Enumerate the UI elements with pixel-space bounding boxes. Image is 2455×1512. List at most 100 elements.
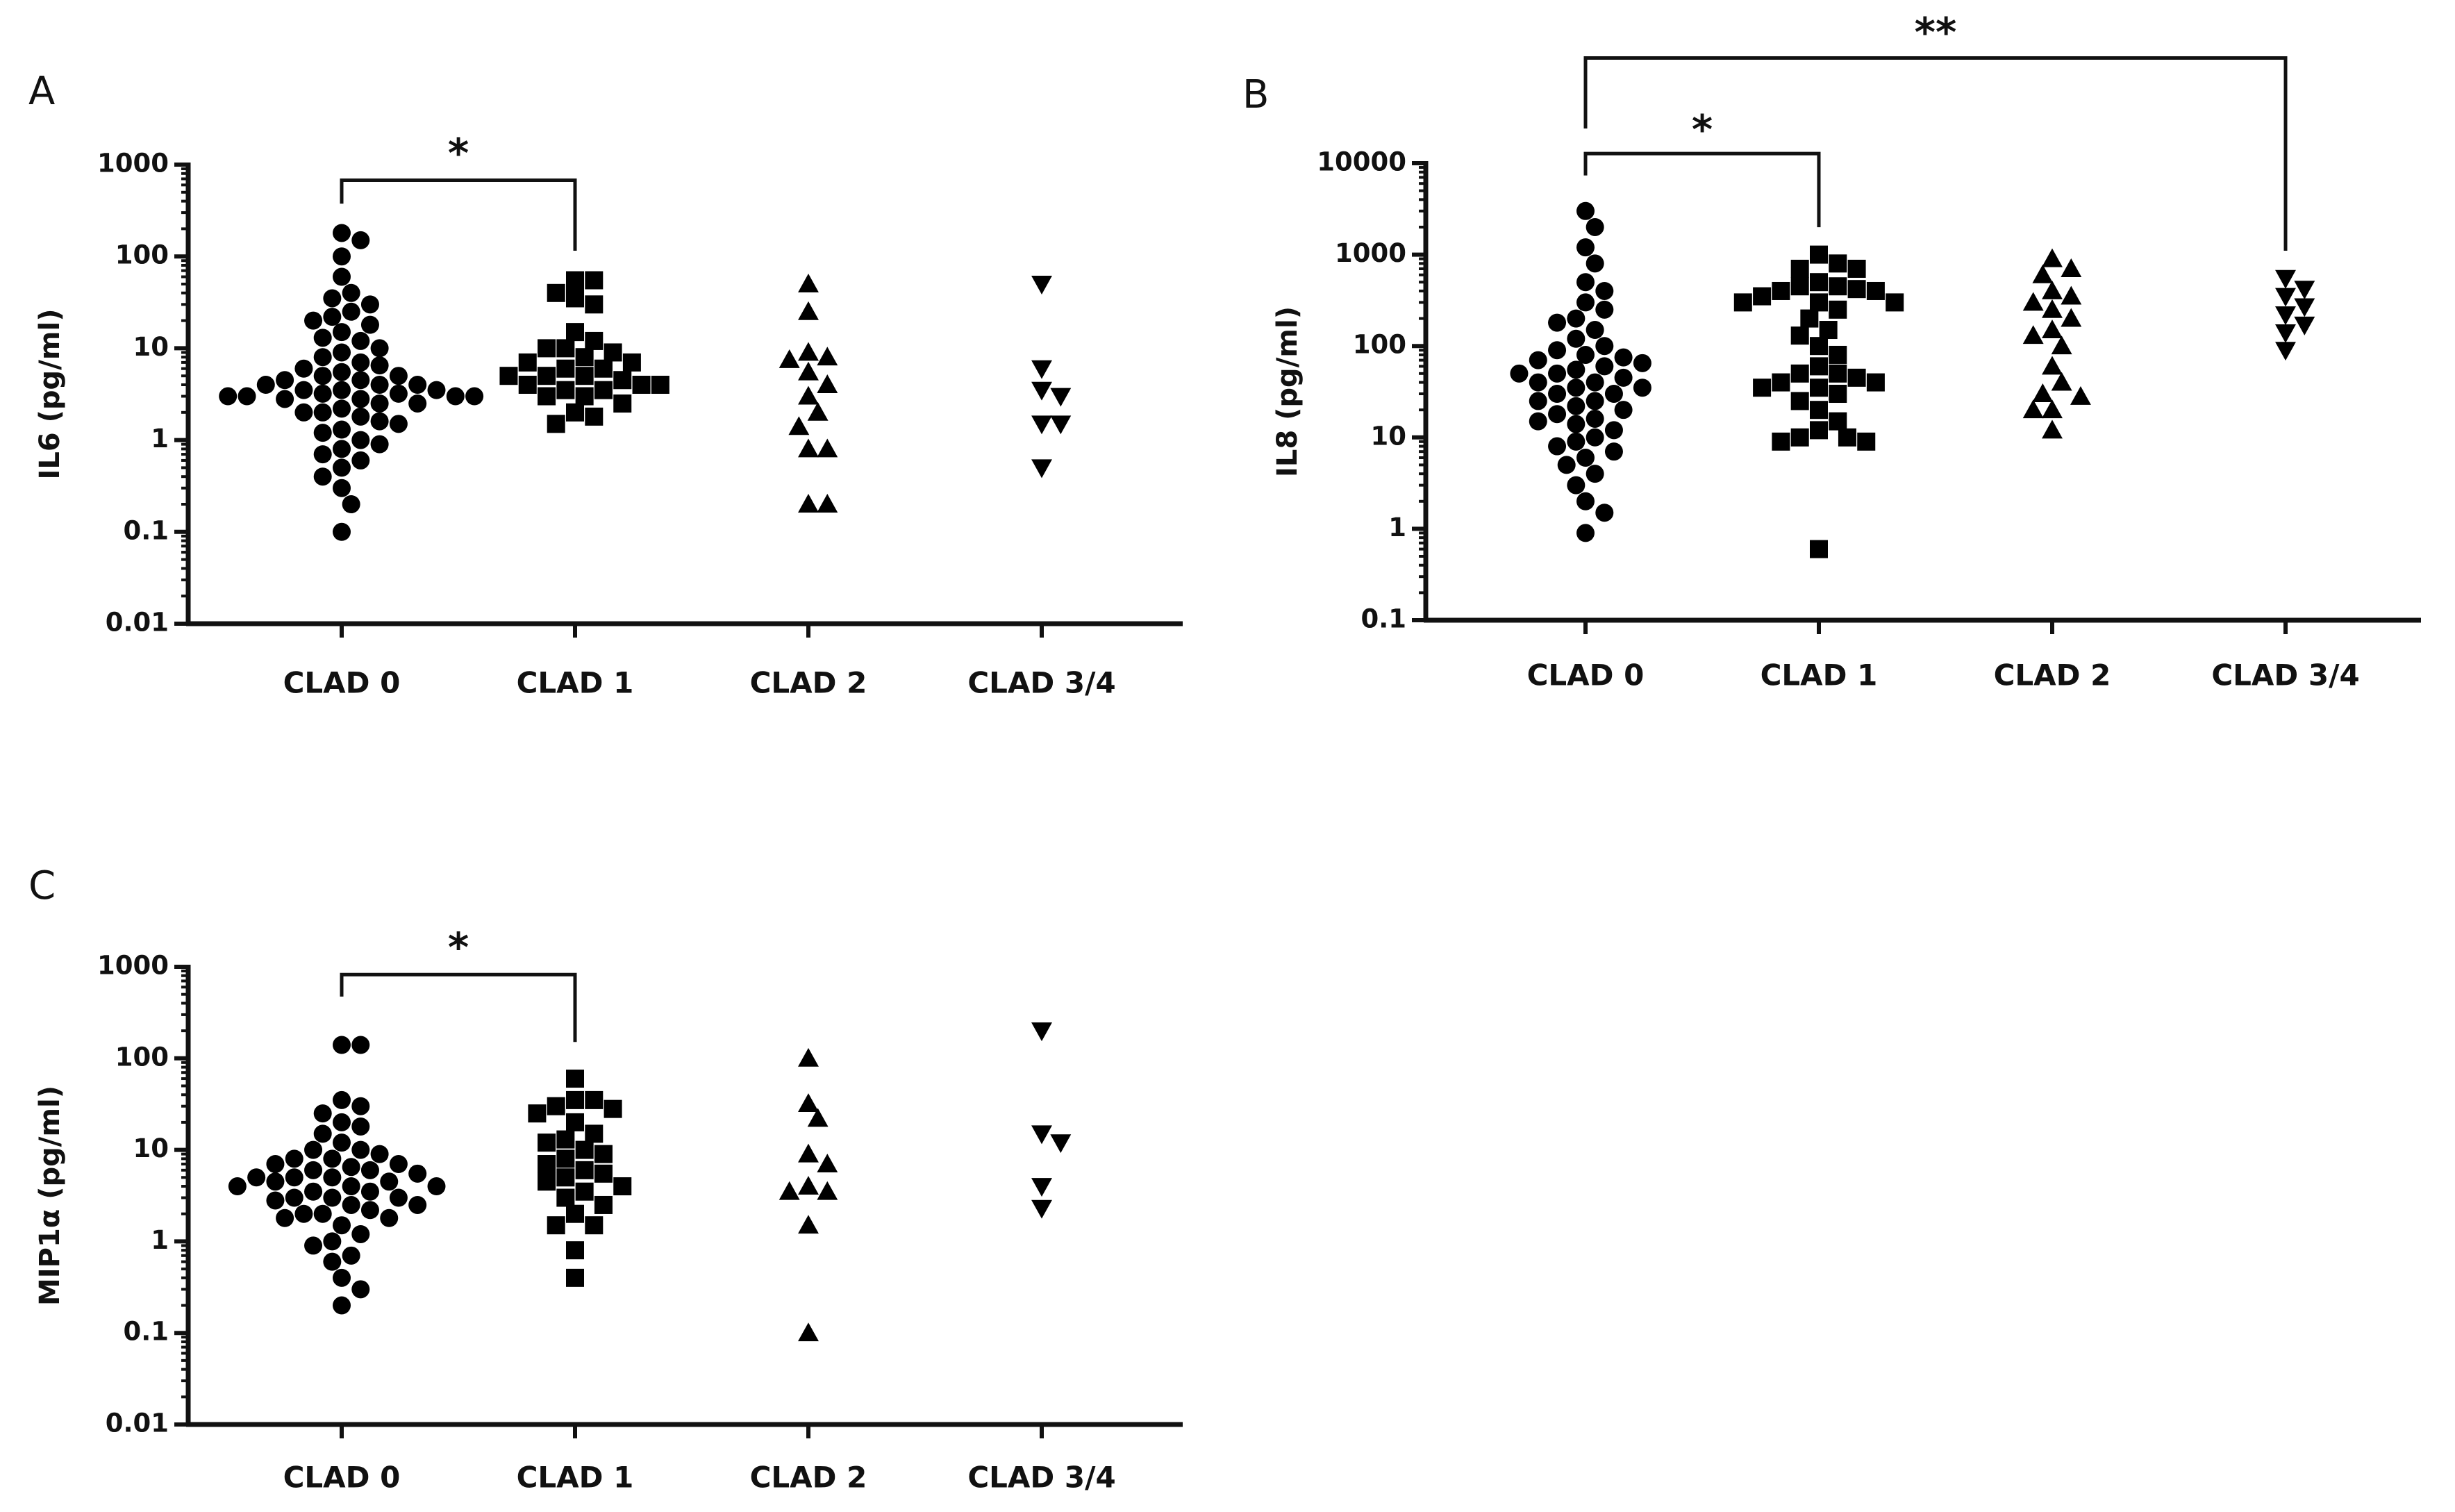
data-point	[1576, 238, 1595, 257]
panel-label: C	[28, 863, 56, 908]
data-point	[1772, 281, 1790, 300]
data-point	[538, 1172, 556, 1191]
data-point	[1886, 293, 1904, 312]
data-point	[585, 331, 604, 350]
data-point	[2042, 248, 2063, 267]
data-point	[1810, 337, 1828, 356]
data-point	[323, 289, 342, 308]
data-point	[798, 1322, 819, 1342]
data-point	[1829, 412, 1847, 431]
data-point	[342, 283, 360, 302]
data-point	[1614, 348, 1633, 367]
data-point	[408, 394, 427, 413]
data-point	[594, 1145, 613, 1163]
data-point	[1576, 273, 1595, 292]
significance-bracket	[340, 178, 577, 251]
data-point	[1595, 357, 1614, 376]
data-point	[1510, 364, 1529, 383]
data-point	[342, 302, 360, 321]
data-point	[1576, 293, 1595, 312]
data-point	[333, 1036, 351, 1054]
data-point	[1857, 432, 1876, 451]
data-point	[1838, 428, 1856, 447]
data-point	[594, 1195, 613, 1214]
data-point	[807, 1108, 829, 1127]
data-point	[1031, 1125, 1052, 1145]
data-point	[1031, 276, 1052, 294]
data-point	[389, 367, 408, 385]
data-point	[1576, 448, 1595, 467]
data-point	[304, 1236, 323, 1255]
data-point	[276, 371, 294, 390]
data-point	[1586, 217, 1604, 236]
data-point	[427, 381, 446, 399]
data-point	[779, 1181, 800, 1200]
data-point	[2032, 383, 2054, 402]
data-point	[1790, 277, 1809, 296]
data-point	[817, 374, 838, 393]
data-point	[1548, 313, 1567, 332]
data-point	[1557, 456, 1576, 474]
data-point	[547, 1216, 565, 1235]
data-point	[528, 1104, 547, 1123]
data-point	[1567, 309, 1586, 328]
y-tick-label: 10	[133, 332, 169, 362]
data-point	[1810, 357, 1828, 376]
data-point	[351, 451, 370, 470]
data-point	[1829, 254, 1847, 273]
data-point	[294, 359, 313, 378]
data-point	[313, 424, 332, 442]
data-point	[1633, 354, 1651, 372]
data-point	[538, 387, 556, 406]
data-point	[313, 348, 332, 367]
data-point	[1529, 351, 1547, 369]
significance-label: **	[1915, 9, 1957, 56]
data-point	[613, 1177, 632, 1196]
data-point	[446, 387, 465, 406]
data-point	[333, 420, 351, 439]
data-point	[1567, 379, 1586, 397]
data-point	[594, 381, 613, 399]
data-point	[1548, 405, 1567, 424]
data-point	[323, 1252, 342, 1271]
data-point	[1810, 273, 1828, 292]
data-point	[266, 1172, 285, 1191]
data-point	[556, 1130, 575, 1149]
data-point	[333, 343, 351, 362]
data-point	[566, 1113, 584, 1131]
data-point	[1847, 280, 1866, 299]
data-point	[566, 1268, 584, 1287]
data-point	[1790, 364, 1809, 383]
data-point	[1753, 287, 1772, 306]
data-point	[2294, 298, 2315, 317]
data-point	[2275, 288, 2296, 307]
data-point	[304, 1140, 323, 1159]
data-point	[351, 1097, 370, 1115]
data-point	[1829, 300, 1847, 319]
data-point	[333, 1268, 351, 1287]
data-point	[1604, 442, 1623, 461]
data-point	[389, 384, 408, 403]
data-point	[1576, 201, 1595, 220]
data-point	[1614, 368, 1633, 387]
data-point	[294, 1204, 313, 1223]
data-point	[585, 271, 604, 290]
data-point	[1819, 321, 1838, 340]
data-point	[333, 440, 351, 458]
data-point	[556, 1168, 575, 1187]
data-point	[622, 353, 641, 372]
data-point	[313, 467, 332, 486]
data-point	[1633, 379, 1651, 397]
data-point	[798, 342, 819, 361]
x-tick-label: CLAD 3/4	[967, 666, 1115, 700]
data-point	[2022, 399, 2044, 419]
data-point	[1529, 392, 1547, 410]
data-point	[1548, 341, 1567, 360]
y-tick-label: 1	[1388, 513, 1406, 542]
data-point	[1604, 385, 1623, 404]
data-point	[556, 339, 575, 358]
data-point	[408, 376, 427, 394]
data-point	[313, 329, 332, 347]
data-point	[360, 315, 379, 334]
